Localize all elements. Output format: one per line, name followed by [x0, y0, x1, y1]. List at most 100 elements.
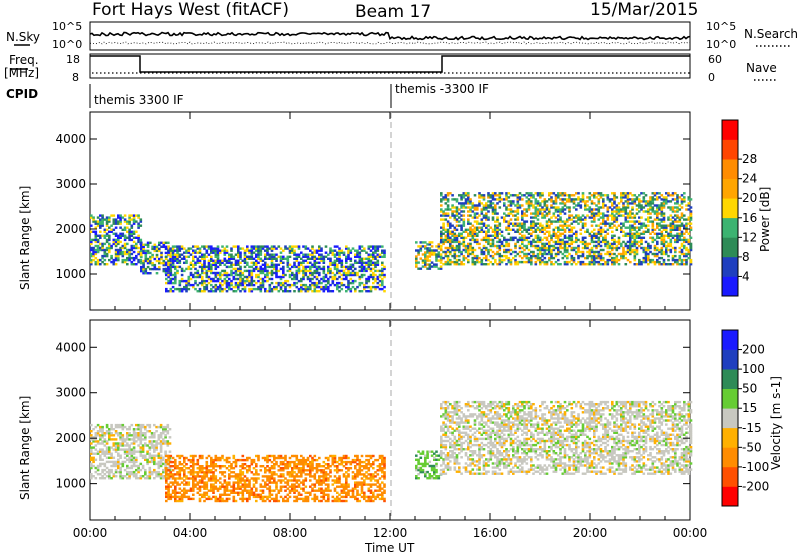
heatmap-cell	[449, 192, 452, 195]
heatmap-cell	[455, 200, 459, 203]
heatmap-cell	[270, 277, 274, 281]
heatmap-cell	[363, 287, 366, 291]
heatmap-cell	[566, 220, 569, 223]
heatmap-cell	[494, 228, 497, 231]
heatmap-cell	[174, 267, 177, 271]
heatmap-cell	[419, 241, 423, 244]
heatmap-cell	[613, 198, 616, 201]
heatmap-cell	[584, 244, 587, 248]
heatmap-cell	[674, 220, 677, 223]
heatmap-cell	[110, 423, 113, 427]
heatmap-cell	[638, 200, 641, 203]
heatmap-cell	[160, 255, 163, 259]
heatmap-cell	[187, 281, 191, 285]
heatmap-cell	[602, 202, 605, 205]
heatmap-cell	[128, 216, 131, 219]
heatmap-cell	[503, 236, 506, 239]
heatmap-cell	[255, 263, 258, 266]
heatmap-cell	[656, 198, 659, 201]
heatmap-cell	[110, 246, 113, 250]
heatmap-cell	[142, 267, 145, 271]
heatmap-cell	[656, 222, 659, 225]
heatmap-cell	[498, 244, 502, 248]
heatmap-cell	[214, 495, 218, 499]
heatmap-cell	[440, 208, 443, 211]
heatmap-cell	[590, 260, 594, 264]
heatmap-cell	[123, 234, 127, 237]
heatmap-cell	[99, 248, 102, 252]
heatmap-cell	[153, 462, 156, 466]
heatmap-cell	[590, 216, 594, 219]
heatmap-cell	[324, 245, 328, 248]
heatmap-cell	[485, 214, 488, 217]
freq-left-label-1: Freq.	[9, 53, 39, 67]
heatmap-cell	[174, 499, 177, 503]
heatmap-cell	[203, 265, 206, 269]
heatmap-cell	[557, 238, 560, 242]
heatmap-cell	[158, 261, 161, 265]
heatmap-cell	[597, 260, 601, 264]
heatmap-cell	[99, 220, 102, 223]
heatmap-cell	[561, 208, 565, 211]
heatmap-cell	[611, 192, 614, 195]
heatmap-cell	[119, 250, 122, 254]
heatmap-cell	[611, 210, 614, 213]
heatmap-cell	[94, 236, 98, 239]
heatmap-cell	[676, 238, 679, 242]
heatmap-cell	[527, 198, 531, 201]
heatmap-cell	[174, 463, 177, 466]
heatmap-cell	[327, 267, 330, 271]
heatmap-cell	[304, 273, 308, 277]
heatmap-cell	[230, 273, 233, 277]
heatmap-cell	[496, 250, 499, 254]
heatmap-cell	[512, 228, 515, 231]
heatmap-cell	[595, 254, 598, 258]
heatmap-cell	[482, 236, 486, 239]
heatmap-cell	[369, 255, 373, 258]
heatmap-cell	[602, 236, 605, 239]
heatmap-cell	[651, 240, 655, 244]
heatmap-cell	[266, 263, 269, 266]
heatmap-cell	[293, 263, 296, 266]
heatmap-cell	[340, 249, 344, 252]
heatmap-cell	[126, 226, 129, 229]
noise-left-label: N.Sky	[6, 30, 40, 44]
heatmap-cell	[318, 265, 321, 269]
heatmap-cell	[561, 242, 565, 246]
heatmap-cell	[101, 234, 104, 237]
heatmap-cell	[108, 473, 111, 476]
heatmap-cell	[507, 226, 511, 229]
heatmap-cell	[176, 245, 179, 248]
heatmap-cell	[570, 256, 574, 260]
heatmap-cell	[306, 287, 310, 291]
heatmap-cell	[349, 277, 353, 281]
heatmap-cell	[304, 269, 308, 273]
heatmap-cell	[367, 290, 371, 293]
heatmap-cell	[671, 208, 675, 211]
heatmap-cell	[653, 238, 657, 242]
heatmap-cell	[187, 489, 191, 492]
heatmap-cell	[532, 196, 535, 199]
heatmap-cell	[282, 281, 285, 285]
heatmap-cell	[487, 216, 490, 219]
heatmap-cell	[568, 194, 571, 197]
heatmap-cell	[426, 249, 429, 252]
heatmap-cell	[530, 228, 533, 231]
heatmap-cell	[626, 220, 630, 223]
heatmap-cell	[304, 283, 308, 287]
heatmap-cell	[149, 241, 152, 244]
heatmap-cell	[674, 240, 677, 244]
heatmap-cell	[496, 218, 499, 221]
heatmap-cell	[219, 259, 222, 262]
heatmap-cell	[322, 257, 326, 260]
heatmap-cell	[649, 236, 652, 239]
heatmap-cell	[331, 275, 335, 279]
heatmap-cell	[444, 228, 448, 231]
heatmap-cell	[487, 240, 490, 244]
heatmap-cell	[203, 279, 206, 283]
heatmap-cell	[604, 240, 607, 244]
heatmap-cell	[676, 208, 679, 211]
heatmap-cell	[171, 285, 175, 289]
heatmap-cell	[139, 448, 143, 451]
heatmap-cell	[243, 281, 247, 285]
